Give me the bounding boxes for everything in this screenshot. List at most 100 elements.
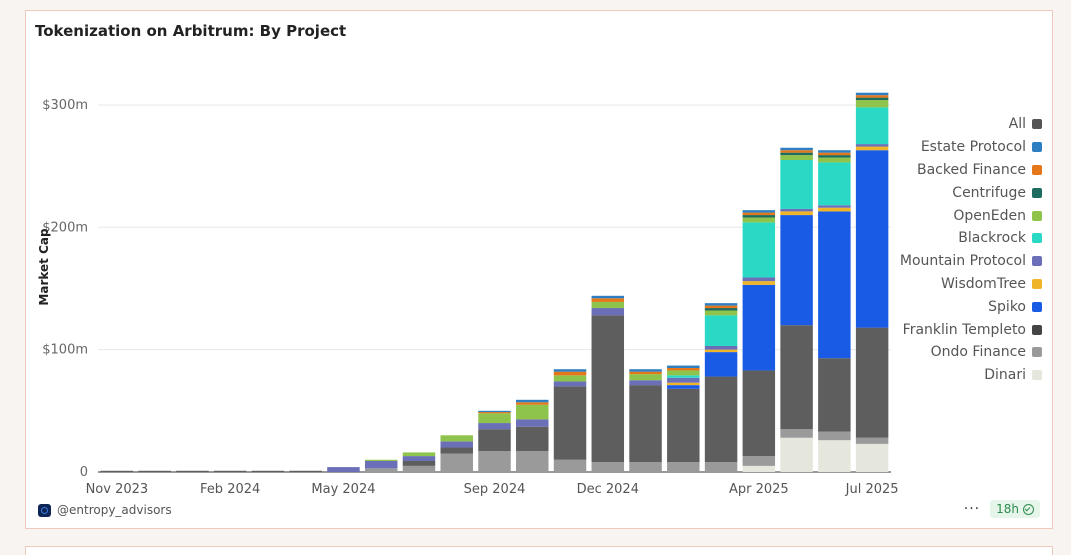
bar-segment [742,217,776,223]
bar-segment [667,385,700,389]
bar-segment [629,371,662,375]
bar-segment [780,211,813,216]
bar-segment [704,349,738,353]
legend-item[interactable]: Blackrock [822,227,1042,250]
bar-segment [629,380,662,386]
freshness-badge[interactable]: 18h [990,500,1040,518]
bar-segment [402,456,436,461]
legend-item[interactable]: Spiko [822,295,1042,318]
legend-label: Dinari [984,367,1026,384]
bar-segment [818,207,851,212]
legend-item[interactable]: Estate Protocol [822,136,1042,159]
bar-segment [553,386,587,460]
legend-swatch [1032,301,1042,312]
next-card-edge [25,546,1053,555]
bar-segment [667,368,700,371]
bar-segment [364,468,398,472]
bar-segment [440,447,473,454]
bar-segment [629,385,662,463]
legend-swatch [1032,233,1042,244]
author-credit[interactable]: @entropy_advisors [38,503,172,517]
bar-segment [818,358,851,432]
bar-segment [780,160,813,209]
legend-swatch [1032,324,1042,335]
bar-segment [780,215,813,326]
bar-segment [402,452,436,457]
bar-segment [553,459,587,472]
bar-segment [855,146,889,151]
legend-item[interactable]: Centrifuge [822,181,1042,204]
bar-segment [780,152,813,156]
bar-segment [780,325,813,430]
legend-label: Estate Protocol [920,139,1026,156]
bar-segment [855,95,889,98]
bar-segment [742,370,776,457]
bar-segment [818,440,851,472]
bar-segment [667,375,700,378]
legend-swatch [1032,142,1042,153]
bar-segment [704,345,738,350]
bar-segment [553,381,587,387]
legend-item[interactable]: Mountain Protocol [822,250,1042,273]
bar-segment [855,107,889,145]
bar-segment [704,308,738,311]
bar-segment [667,388,700,463]
y-axis-label: Market Cap [37,228,51,306]
bar-segment [667,462,700,472]
legend-swatch [1032,187,1042,198]
bar-segment [516,451,549,472]
x-tick-label: Dec 2024 [577,482,639,497]
ellipsis-icon[interactable]: ··· [963,501,981,517]
bar-segment [704,310,738,316]
bar-segment [553,371,587,376]
x-tick-label: Jul 2025 [845,482,899,497]
legend-item[interactable]: Dinari [822,364,1042,387]
check-circle-icon [1023,503,1034,515]
bar-segment [251,470,285,472]
bar-segment [591,298,625,302]
author-handle: @entropy_advisors [57,503,172,517]
bar-segment [855,437,889,444]
bar-segment [704,352,738,377]
bar-segment [478,423,511,430]
bar-segment [667,382,700,386]
chart-card: Tokenization on Arbitrum: By Project 0 $1… [25,10,1053,529]
x-tick-label: May 2024 [311,482,375,497]
bar-segment [478,429,511,452]
legend-item[interactable]: Backed Finance [822,159,1042,182]
bar-segment [742,284,776,371]
bar-segment [402,465,436,472]
legend-item[interactable]: Franklin Templeto [822,318,1042,341]
bar-segment [855,327,889,438]
bar-segment [213,470,247,472]
bar-segment [855,100,889,108]
legend-item[interactable]: WisdomTree [822,273,1042,296]
bar-segment [516,402,549,405]
legend-item[interactable]: OpenEden [822,204,1042,227]
x-tick-label: Apr 2025 [729,482,789,497]
bar-segment [818,157,851,163]
entropy-logo-icon [38,503,51,517]
y-tick-label: $100m [42,343,88,358]
bar-segment [553,375,587,382]
bar-segment [780,429,813,438]
legend-swatch [1032,370,1042,381]
legend-swatch [1032,256,1042,267]
legend-item[interactable]: Ondo Finance [822,341,1042,364]
bar-segment [591,315,625,463]
bar-segment [364,459,398,461]
bar-segment [100,470,134,472]
bar-segment [780,147,813,151]
legend-label: Ondo Finance [930,344,1026,361]
bar-segment [742,215,776,218]
legend-label: OpenEden [953,207,1026,224]
bar-segment [818,431,851,441]
bar-segment [176,470,209,472]
bar-segment [742,281,776,285]
bar-segment [667,370,700,376]
legend-item[interactable]: All [822,113,1042,136]
bar-segment [855,144,889,147]
bar-segment [780,150,813,153]
bar-segment [704,315,738,346]
bar-segment [440,441,473,448]
